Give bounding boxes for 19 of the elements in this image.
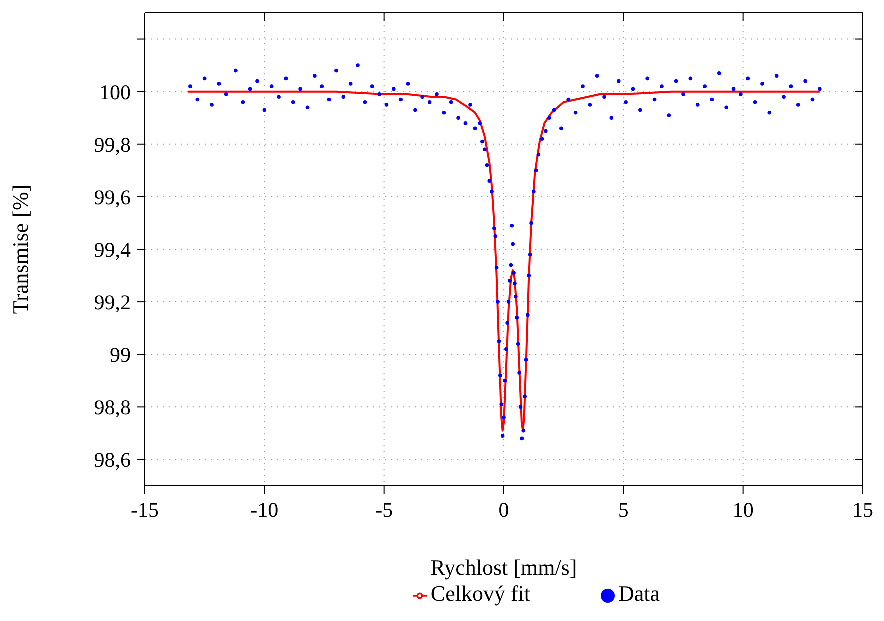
y-tick-label: 99 [110,343,131,368]
x-tick-label: -5 [376,498,394,522]
y-tick-label: 100 [100,80,131,104]
y-tick-label: 98,8 [94,396,131,420]
x-tick-label: 0 [498,498,510,522]
x-tick-label: 5 [618,498,629,522]
x-tick-label: -10 [250,498,279,522]
y-tick-label: 98,6 [94,448,131,472]
x-axis-title: Rychlost [mm/s] [430,555,578,580]
x-tick-label: -15 [131,498,159,522]
legend-label: Data [618,581,660,606]
x-tick-label: 15 [852,498,874,522]
y-tick-label: 99,8 [94,132,131,157]
x-tick-label: 10 [732,498,754,522]
y-tick-label: 99,6 [94,185,131,210]
y-tick-label: 99,4 [94,238,132,262]
y-tick-label: 99,2 [94,290,131,315]
legend-label: Celkový fit [430,581,531,606]
y-axis-title: Transmise [%] [8,184,33,314]
